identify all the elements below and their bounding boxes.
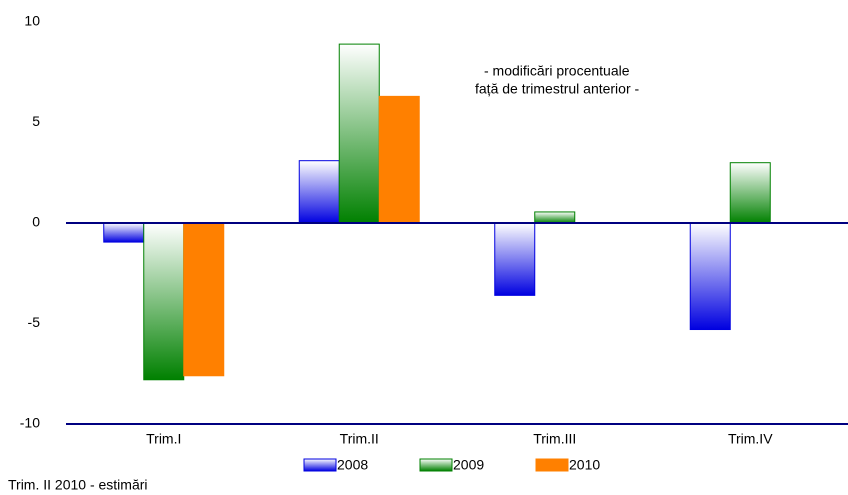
bar bbox=[338, 43, 380, 224]
x-tick-label: Trim.I bbox=[146, 431, 181, 447]
footnote: Trim. II 2010 - estimări bbox=[8, 477, 148, 493]
legend-swatch bbox=[535, 458, 569, 472]
y-tick-label: -10 bbox=[20, 415, 40, 431]
annotation: față de trimestrul anterior - bbox=[475, 81, 640, 97]
x-tick-label: Trim.IV bbox=[728, 431, 773, 447]
bar bbox=[534, 211, 576, 224]
legend-swatch bbox=[303, 458, 337, 472]
y-tick-label: 5 bbox=[32, 113, 40, 129]
bar bbox=[103, 222, 145, 243]
bar bbox=[494, 222, 536, 296]
bar bbox=[729, 162, 771, 224]
legend-swatch bbox=[419, 458, 453, 472]
bar bbox=[298, 160, 340, 224]
y-tick-label: 0 bbox=[32, 214, 40, 230]
x-tick-label: Trim.III bbox=[533, 431, 576, 447]
bar bbox=[689, 222, 731, 331]
bar bbox=[183, 222, 225, 377]
y-tick-label: 10 bbox=[24, 13, 40, 29]
bar bbox=[143, 222, 185, 381]
legend-label: 2010 bbox=[569, 457, 600, 473]
bar bbox=[378, 95, 420, 224]
x-tick-label: Trim.II bbox=[340, 431, 379, 447]
legend-label: 2009 bbox=[453, 457, 484, 473]
annotation: - modificări procentuale bbox=[484, 63, 630, 79]
y-tick-label: -5 bbox=[28, 314, 41, 330]
legend-label: 2008 bbox=[337, 457, 368, 473]
